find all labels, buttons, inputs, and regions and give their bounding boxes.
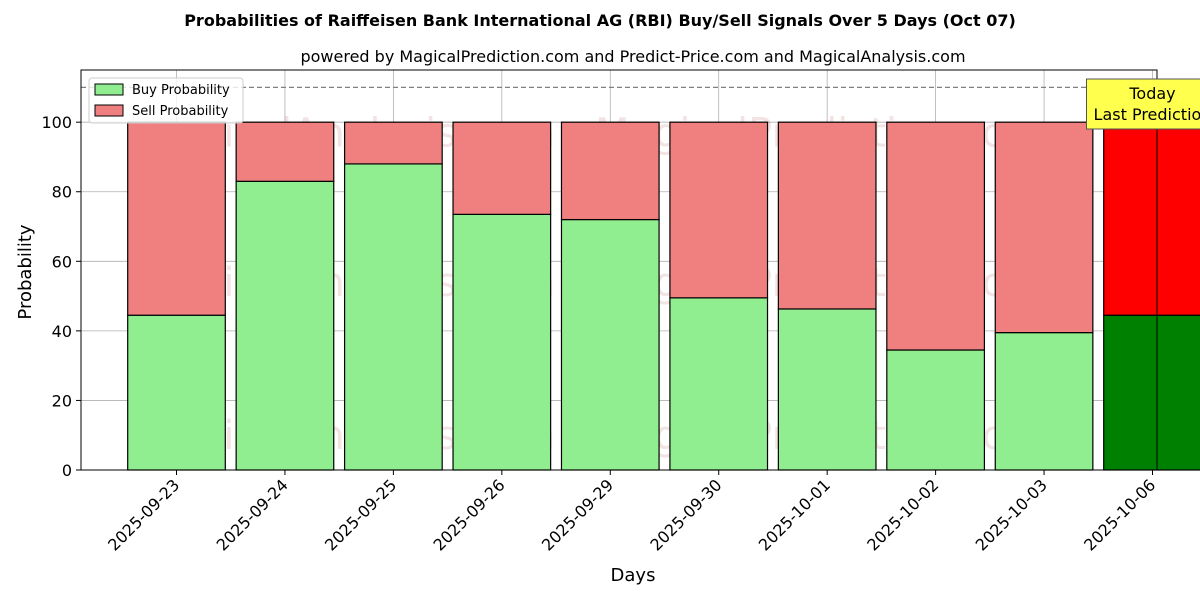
y-tick-label: 100: [41, 113, 72, 132]
sell-bar: [128, 122, 226, 315]
x-tick-label: 2025-09-29: [538, 475, 617, 554]
buy-bar: [1104, 315, 1200, 470]
y-axis-label: Probability: [15, 224, 36, 319]
legend-label: Sell Probability: [132, 104, 229, 119]
sell-bar: [345, 122, 443, 164]
buy-bar: [345, 164, 443, 470]
y-tick-label: 20: [52, 391, 72, 410]
buy-bar: [778, 309, 876, 470]
chart-title: Probabilities of Raiffeisen Bank Interna…: [184, 11, 1016, 30]
sell-bar: [561, 122, 659, 219]
legend: Buy Probability Sell Probability: [89, 78, 243, 123]
sell-bar: [887, 122, 985, 350]
x-tick-label: 2025-10-06: [1080, 475, 1159, 554]
sell-bar: [236, 122, 334, 181]
chart-subtitle: powered by MagicalPrediction.com and Pre…: [300, 47, 965, 66]
sell-bar: [778, 122, 876, 309]
sell-bar: [1104, 122, 1200, 315]
y-tick-label: 60: [52, 252, 72, 271]
buy-bar: [128, 315, 226, 470]
annotation-line1: Today: [1128, 84, 1175, 103]
x-tick-label: 2025-09-23: [104, 475, 183, 554]
buy-bar: [236, 181, 334, 470]
sell-bar: [670, 122, 768, 298]
legend-swatch: [95, 105, 123, 116]
sell-bar: [995, 122, 1093, 332]
y-tick-label: 0: [62, 461, 72, 480]
x-tick-label: 2025-09-24: [213, 475, 292, 554]
buy-bar: [670, 298, 768, 470]
annotation-line2: Last Prediction: [1094, 105, 1200, 124]
buy-bar: [887, 350, 985, 470]
sell-bar: [453, 122, 551, 214]
x-tick-label: 2025-09-30: [646, 475, 725, 554]
y-tick-label: 40: [52, 322, 72, 341]
buy-bar: [995, 333, 1093, 470]
x-tick-label: 2025-10-03: [972, 475, 1051, 554]
buy-bar: [561, 220, 659, 470]
annotation: Today Last Prediction: [1087, 79, 1200, 129]
buy-bar: [453, 214, 551, 470]
x-tick-label: 2025-10-01: [755, 475, 834, 554]
x-tick-label: 2025-10-02: [863, 475, 942, 554]
x-axis-label: Days: [611, 565, 656, 586]
y-tick-label: 80: [52, 183, 72, 202]
legend-swatch: [95, 84, 123, 95]
legend-label: Buy Probability: [132, 83, 230, 98]
x-tick-label: 2025-09-26: [429, 475, 508, 554]
x-tick-label: 2025-09-25: [321, 475, 400, 554]
